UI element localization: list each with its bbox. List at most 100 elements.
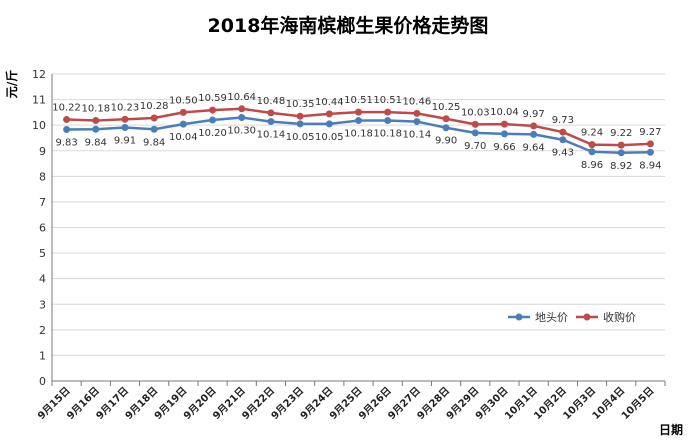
legend-label: 收购价	[603, 310, 636, 324]
data-labels: 9.83 9.84 9.91 9.84 10.04 10.20 10.30 10.14 10.0…	[52, 92, 661, 172]
data-label: 9.27	[639, 127, 661, 138]
data-label: 10.04	[169, 132, 198, 143]
data-label: 9.91	[114, 135, 136, 146]
y-tick-label: 6	[39, 222, 46, 235]
data-label: 9.22	[610, 128, 632, 139]
data-label: 8.94	[639, 160, 661, 171]
data-label: 8.92	[610, 161, 632, 172]
data-label: 10.14	[403, 130, 432, 141]
data-label: 10.64	[227, 92, 256, 103]
data-label: 9.97	[523, 109, 545, 120]
data-label: 10.59	[198, 93, 227, 104]
data-point	[296, 120, 304, 128]
data-point	[442, 124, 450, 132]
data-label: 10.51	[344, 95, 373, 106]
data-point	[442, 115, 450, 123]
data-point	[325, 120, 333, 128]
data-point	[384, 117, 392, 125]
data-label: 10.05	[286, 132, 315, 143]
data-point	[92, 117, 100, 125]
legend-label: 地头价	[535, 311, 568, 324]
data-point	[471, 129, 479, 137]
y-tick-label: 12	[32, 68, 46, 81]
data-point	[530, 130, 538, 138]
data-point	[413, 109, 421, 117]
y-tick-label: 7	[39, 196, 46, 209]
chart-title: 2018年海南槟榔生果价格走势图	[208, 14, 489, 37]
series-group	[63, 105, 654, 157]
data-label: 10.18	[373, 129, 402, 140]
data-point	[121, 123, 129, 131]
y-tick-label: 9	[39, 145, 46, 158]
gridlines	[51, 73, 665, 382]
data-point	[500, 120, 508, 128]
data-point	[179, 120, 187, 128]
y-tick-label: 1	[39, 349, 46, 362]
data-label: 9.90	[435, 136, 457, 147]
data-point	[267, 109, 275, 117]
data-label: 10.48	[257, 96, 286, 107]
data-label: 10.03	[461, 107, 490, 118]
data-point	[646, 140, 654, 148]
data-point	[179, 108, 187, 116]
data-point	[471, 120, 479, 128]
data-point	[559, 128, 567, 136]
y-axis-label: 元/斤	[4, 70, 19, 98]
data-label: 9.83	[55, 138, 77, 149]
data-label: 10.05	[315, 132, 344, 143]
data-point	[150, 125, 158, 133]
data-label: 9.84	[85, 137, 107, 148]
data-label: 9.64	[523, 142, 545, 153]
data-label: 10.30	[227, 125, 256, 136]
x-axis-label: 日期	[659, 422, 683, 437]
y-tick-label: 10	[32, 119, 46, 132]
data-point	[296, 112, 304, 120]
y-tick-label: 8	[39, 170, 46, 183]
data-point	[559, 136, 567, 144]
legend: 地头价 收购价	[508, 310, 636, 324]
data-label: 10.51	[373, 95, 402, 106]
y-tick-label: 11	[32, 94, 46, 107]
x-axis-ticks: 9月15日9月16日9月17日9月18日9月19日9月20日9月21日9月22日…	[35, 381, 666, 422]
data-label: 9.70	[464, 141, 486, 152]
data-point	[92, 125, 100, 133]
x-tick-label: 10月5日	[619, 385, 656, 422]
data-label: 10.22	[52, 103, 81, 114]
data-point	[588, 148, 596, 156]
y-tick-label: 0	[39, 375, 46, 388]
data-point	[588, 141, 596, 149]
legend-swatch-marker	[583, 313, 591, 321]
data-point	[355, 108, 362, 116]
data-label: 9.73	[552, 115, 574, 126]
data-point	[238, 105, 246, 113]
data-point	[413, 118, 421, 126]
data-label: 10.46	[403, 96, 432, 107]
data-label: 9.84	[143, 137, 165, 148]
data-label: 10.28	[140, 101, 169, 112]
data-point	[121, 115, 129, 123]
data-point	[209, 116, 217, 124]
data-point	[63, 126, 71, 134]
data-label: 10.18	[344, 129, 373, 140]
data-point	[209, 106, 217, 114]
data-label: 10.35	[286, 99, 315, 110]
data-label: 9.24	[581, 128, 603, 139]
data-point	[617, 149, 625, 157]
data-label: 10.25	[432, 102, 461, 113]
data-label: 10.04	[490, 107, 519, 118]
data-point	[325, 110, 333, 118]
data-point	[646, 148, 654, 156]
data-label: 10.18	[81, 104, 110, 115]
data-point	[617, 141, 625, 149]
data-point	[238, 113, 246, 121]
data-label: 10.20	[198, 128, 227, 139]
y-tick-label: 2	[39, 324, 46, 337]
y-tick-label: 3	[39, 298, 46, 311]
y-tick-label: 4	[39, 273, 46, 286]
data-label: 9.43	[552, 148, 574, 159]
data-label: 10.14	[257, 130, 286, 141]
data-label: 10.50	[169, 95, 198, 106]
data-point	[500, 130, 508, 138]
data-label: 10.23	[111, 102, 140, 113]
